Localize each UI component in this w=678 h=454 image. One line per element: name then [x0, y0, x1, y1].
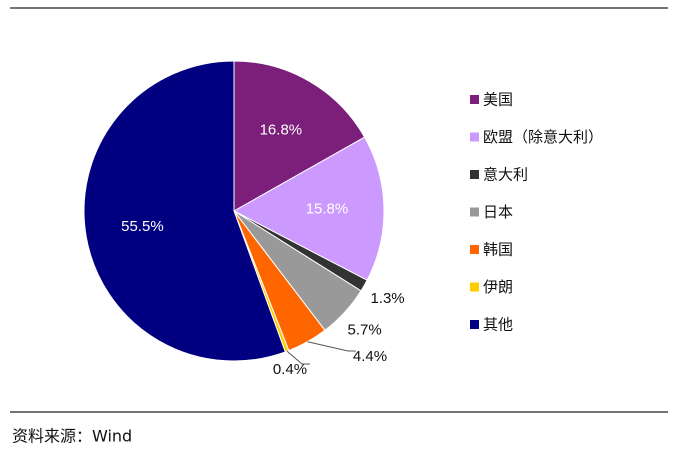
data-label: 55.5% — [121, 218, 164, 235]
data-label: 16.8% — [260, 122, 303, 139]
legend-swatch — [470, 282, 479, 292]
data-label: 15.8% — [306, 200, 349, 217]
legend-swatch — [470, 245, 479, 254]
leader-line — [286, 350, 310, 365]
data-label: 5.7% — [348, 321, 382, 338]
legend-label: 伊朗 — [483, 278, 513, 296]
legend-label: 美国 — [483, 91, 513, 109]
legend-swatch — [470, 207, 479, 217]
leader-line — [307, 341, 356, 352]
legend-swatch — [470, 95, 479, 104]
legend-swatch — [470, 170, 479, 179]
data-label: 1.3% — [370, 290, 404, 307]
legend-swatch — [470, 320, 479, 329]
pie-slice — [232, 136, 385, 281]
legend-label: 意大利 — [483, 166, 528, 184]
data-label: 4.4% — [353, 348, 387, 365]
pie-slice — [233, 60, 366, 212]
legend-label: 韩国 — [483, 241, 513, 259]
legend-label: 欧盟（除意大利） — [483, 128, 603, 146]
pie-slice — [83, 60, 286, 362]
legend-label: 其他 — [483, 316, 513, 334]
legend-swatch — [470, 132, 479, 142]
source-note: 资料来源：Wind — [12, 427, 132, 446]
data-label: 0.4% — [273, 361, 307, 378]
legend-label: 日本 — [483, 203, 513, 221]
